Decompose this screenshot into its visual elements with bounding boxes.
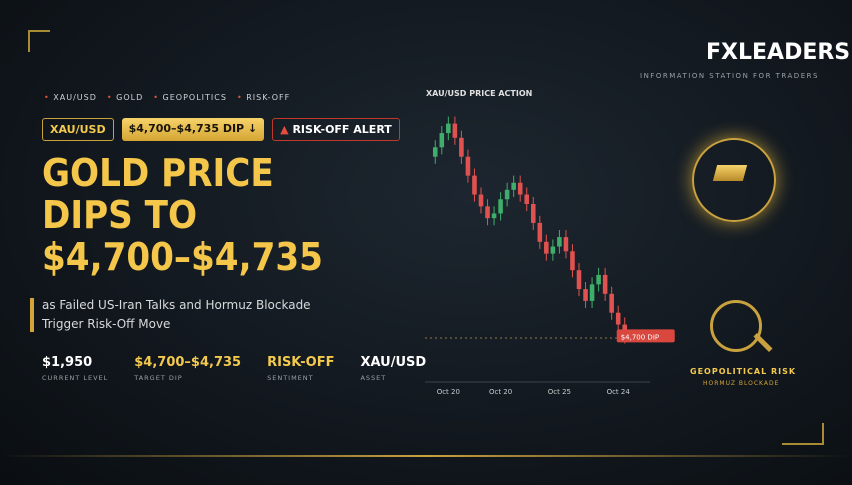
candle-body xyxy=(615,312,621,325)
badge: XAU/USD xyxy=(42,118,114,141)
x-tick-label: Oct 20 xyxy=(437,388,460,396)
candle-body xyxy=(439,133,445,148)
stat-label: ASSET xyxy=(360,374,387,382)
magnifier xyxy=(710,300,762,352)
candle-body xyxy=(446,123,451,134)
tag-text: XAU/USD xyxy=(53,93,97,102)
brand: FXLEADERS xyxy=(706,40,850,65)
stat-label: CURRENT LEVEL xyxy=(42,374,109,382)
candle-body xyxy=(511,182,516,190)
tags: • XAU/USD • GOLD • GEOPOLITICS • RISK-OFF xyxy=(44,93,290,102)
badge-text: RISK-OFF ALERT xyxy=(292,123,392,136)
headline-line: $4,700–$4,735 xyxy=(42,235,323,279)
tag: • RISK-OFF xyxy=(236,93,291,102)
badge: ▲ RISK-OFF ALERT xyxy=(272,118,400,141)
candle-body xyxy=(596,274,601,285)
candle-body xyxy=(602,274,608,294)
tagline: INFORMATION STATION FOR TRADERS xyxy=(640,72,819,80)
candle-body xyxy=(563,237,569,252)
candle-body xyxy=(609,293,614,313)
candle-body xyxy=(504,189,510,200)
x-tick-label: Oct 24 xyxy=(607,388,631,396)
candle-body xyxy=(485,206,490,219)
annotation: $4,700 DIP xyxy=(621,333,659,341)
brand-name: FXLEADERS xyxy=(706,40,851,65)
candle-body xyxy=(550,246,556,254)
tag: • GEOPOLITICS xyxy=(153,93,227,102)
stat-value: $1,950 xyxy=(42,355,93,370)
risk-subtitle: HORMUZ BLOCKADE xyxy=(703,380,780,387)
x-tick-label: Oct 25 xyxy=(548,388,571,396)
stat: RISK-OFF SENTIMENT xyxy=(267,355,334,382)
stats: $1,950 CURRENT LEVEL $4,700–$4,735 TARGET D… xyxy=(42,355,426,382)
candle-body xyxy=(459,137,464,157)
candle-body xyxy=(478,194,484,207)
stat-value: $4,700–$4,735 xyxy=(134,355,242,370)
badges: XAU/USD $4,700–$4,735 DIP ↓ ▲ RISK-OFF A… xyxy=(42,118,400,141)
annotation-box xyxy=(616,329,675,343)
candle-body xyxy=(537,222,543,242)
x-tick-label: Oct 20 xyxy=(489,388,512,396)
candle-body xyxy=(491,213,497,219)
tag: • GOLD xyxy=(106,93,144,102)
badge: $4,700–$4,735 DIP ↓ xyxy=(121,118,265,141)
candle-body xyxy=(530,204,536,223)
candle-body xyxy=(498,199,503,214)
candle-body xyxy=(570,251,575,271)
stat-label: TARGET DIP xyxy=(134,374,183,382)
candle-body xyxy=(576,270,582,290)
candle-body xyxy=(544,241,549,254)
stat: $1,950 CURRENT LEVEL xyxy=(42,355,108,382)
candle-body xyxy=(452,123,458,138)
candle-body xyxy=(472,175,477,195)
candle-body xyxy=(583,289,588,301)
accent xyxy=(30,298,34,332)
candle-body xyxy=(524,194,530,204)
candle-body xyxy=(517,182,523,195)
tag-text: GEOPOLITICS xyxy=(162,93,227,102)
stat: $4,700–$4,735 TARGET DIP xyxy=(134,355,241,382)
subtitle: as Failed US-Iran Talks and Hormuz Block… xyxy=(42,298,311,331)
headline: GOLD PRICE DIPS TO $4,700–$4,735 xyxy=(42,152,323,278)
candle-body xyxy=(465,156,471,176)
candle-body xyxy=(432,147,438,157)
tag-text: GOLD xyxy=(116,93,144,102)
tag: • XAU/USD xyxy=(44,93,97,102)
corner xyxy=(782,423,824,445)
stat-value: XAU/USD xyxy=(360,355,427,370)
tag-text: RISK-OFF xyxy=(246,93,291,102)
candle-body xyxy=(589,284,595,301)
corner xyxy=(28,30,50,52)
divider xyxy=(0,455,852,457)
gold-icon xyxy=(692,138,776,222)
stat-value: RISK-OFF xyxy=(267,355,335,370)
risk-title: GEOPOLITICAL RISK xyxy=(690,367,797,376)
stat: XAU/USD ASSET xyxy=(360,355,426,382)
headline-line: GOLD PRICE xyxy=(42,151,274,195)
candle-body xyxy=(557,237,562,247)
headline-line: DIPS TO xyxy=(42,193,198,237)
stat-label: SENTIMENT xyxy=(267,374,314,382)
chart-title: XAU/USD PRICE ACTION xyxy=(426,89,532,98)
